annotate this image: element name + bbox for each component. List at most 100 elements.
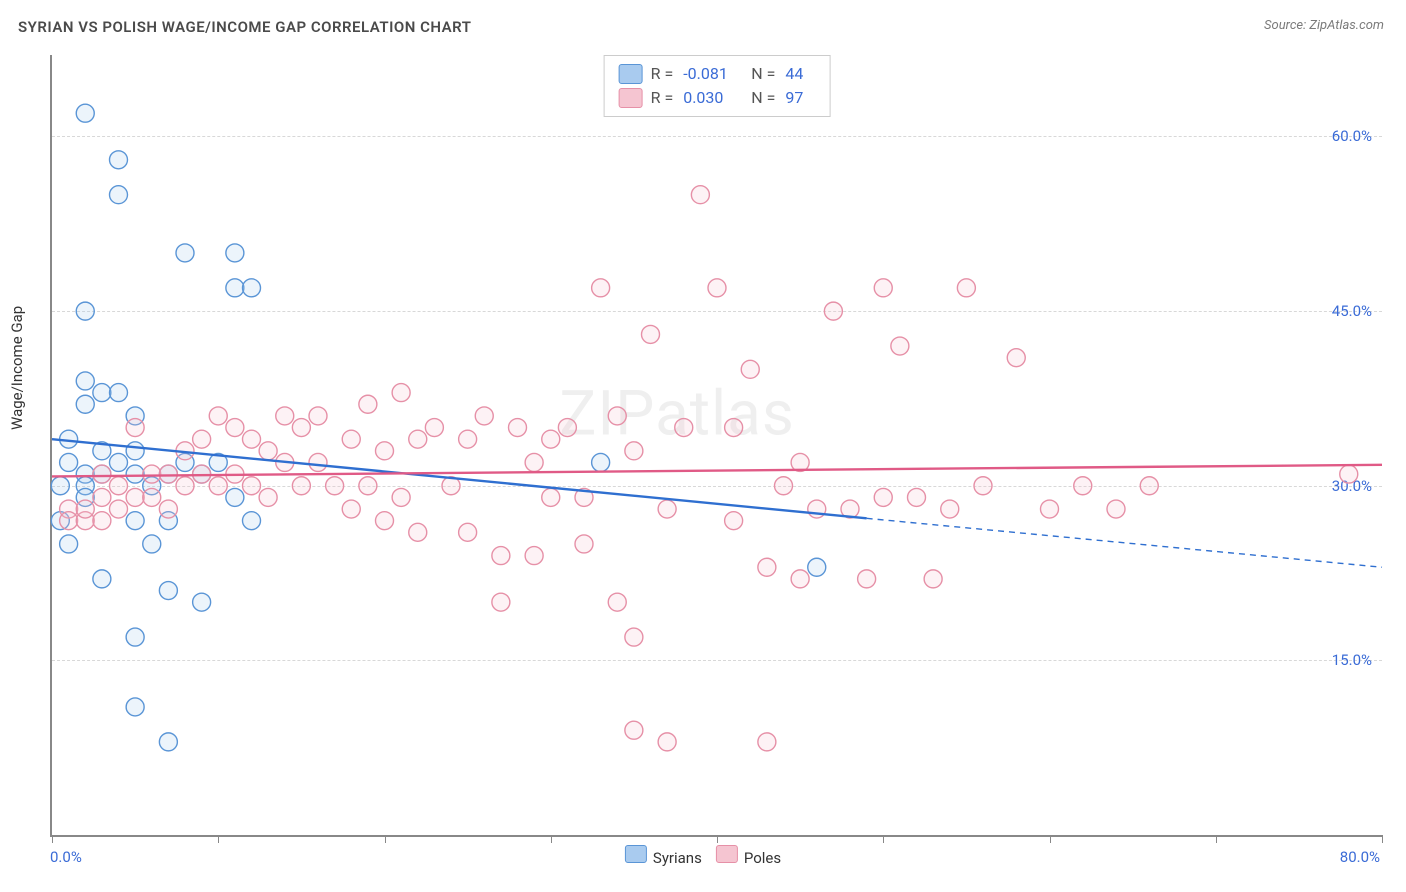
scatter-point	[642, 325, 660, 343]
scatter-point	[874, 279, 892, 297]
scatter-point	[226, 419, 244, 437]
scatter-point	[592, 453, 610, 471]
scatter-point	[658, 733, 676, 751]
scatter-point	[808, 558, 826, 576]
scatter-point	[708, 279, 726, 297]
scatter-point	[824, 302, 842, 320]
scatter-point	[459, 430, 477, 448]
legend-swatch-poles	[619, 88, 643, 108]
x-tick	[218, 835, 219, 843]
scatter-point	[558, 419, 576, 437]
scatter-point	[459, 523, 477, 541]
scatter-point	[575, 535, 593, 553]
scatter-point	[76, 302, 94, 320]
scatter-point	[126, 488, 144, 506]
scatter-point	[342, 430, 360, 448]
scatter-point	[808, 500, 826, 518]
scatter-point	[226, 279, 244, 297]
scatter-point	[243, 279, 261, 297]
scatter-point	[110, 151, 128, 169]
scatter-point	[93, 384, 111, 402]
scatter-point	[725, 419, 743, 437]
scatter-point	[143, 535, 161, 553]
plot-area: ZIPatlas R = -0.081 N = 44 R = 0.030 N =…	[50, 55, 1382, 837]
scatter-point	[159, 582, 177, 600]
scatter-point	[675, 419, 693, 437]
trend-line-extrapolated	[867, 518, 1382, 567]
scatter-point	[126, 512, 144, 530]
legend-r-label: R =	[651, 62, 674, 86]
x-axis-max-label: 80.0%	[1340, 848, 1380, 866]
scatter-point	[292, 477, 310, 495]
scatter-point	[392, 488, 410, 506]
scatter-point	[110, 453, 128, 471]
scatter-point	[60, 535, 78, 553]
x-tick	[883, 835, 884, 843]
scatter-point	[542, 488, 560, 506]
scatter-point	[126, 465, 144, 483]
scatter-point	[741, 360, 759, 378]
scatter-point	[243, 430, 261, 448]
scatter-point	[874, 488, 892, 506]
x-tick	[1216, 835, 1217, 843]
scatter-point	[475, 407, 493, 425]
scatter-point	[858, 570, 876, 588]
scatter-point	[51, 477, 69, 495]
scatter-point	[126, 628, 144, 646]
scatter-point	[1107, 500, 1125, 518]
scatter-point	[509, 419, 527, 437]
scatter-point	[891, 337, 909, 355]
scatter-point	[110, 500, 128, 518]
scatter-point	[193, 593, 211, 611]
legend-swatch-icon	[625, 845, 647, 863]
scatter-point	[691, 186, 709, 204]
scatter-point	[625, 628, 643, 646]
y-axis-label: Wage/Income Gap	[8, 306, 26, 430]
chart-source: Source: ZipAtlas.com	[1264, 18, 1384, 33]
series-legend: Syrians Poles	[625, 845, 781, 867]
x-tick	[717, 835, 718, 843]
scatter-point	[60, 453, 78, 471]
scatter-point	[941, 500, 959, 518]
scatter-point	[1340, 465, 1358, 483]
scatter-point	[226, 244, 244, 262]
scatter-point	[492, 547, 510, 565]
scatter-point	[110, 384, 128, 402]
scatter-point	[126, 442, 144, 460]
scatter-point	[76, 372, 94, 390]
scatter-point	[309, 407, 327, 425]
scatter-point	[625, 442, 643, 460]
legend-n-label: N =	[751, 62, 775, 86]
trend-line	[52, 465, 1382, 477]
scatter-point	[259, 488, 277, 506]
scatter-point	[76, 500, 94, 518]
scatter-point	[1140, 477, 1158, 495]
x-axis-min-label: 0.0%	[50, 848, 82, 866]
legend-r-label: R =	[651, 86, 674, 110]
scatter-point	[209, 477, 227, 495]
correlation-legend: R = -0.081 N = 44 R = 0.030 N = 97	[604, 55, 831, 117]
x-tick	[1050, 835, 1051, 843]
scatter-point	[409, 430, 427, 448]
legend-swatch-syrians	[619, 64, 643, 84]
legend-item-syrians: Syrians	[625, 845, 702, 867]
scatter-point	[908, 488, 926, 506]
legend-item-poles: Poles	[716, 845, 781, 867]
scatter-point	[93, 488, 111, 506]
legend-r-value-poles: 0.030	[683, 86, 743, 110]
scatter-point	[376, 442, 394, 460]
x-tick	[52, 835, 53, 843]
legend-n-value-poles: 97	[785, 86, 815, 110]
scatter-point	[392, 384, 410, 402]
legend-swatch-icon	[716, 845, 738, 863]
scatter-point	[276, 407, 294, 425]
scatter-point	[974, 477, 992, 495]
scatter-point	[376, 512, 394, 530]
scatter-point	[1074, 477, 1092, 495]
scatter-point	[359, 477, 377, 495]
legend-r-value-syrians: -0.081	[683, 62, 743, 86]
legend-n-value-syrians: 44	[785, 62, 815, 86]
x-tick	[551, 835, 552, 843]
scatter-point	[226, 488, 244, 506]
scatter-point	[126, 698, 144, 716]
